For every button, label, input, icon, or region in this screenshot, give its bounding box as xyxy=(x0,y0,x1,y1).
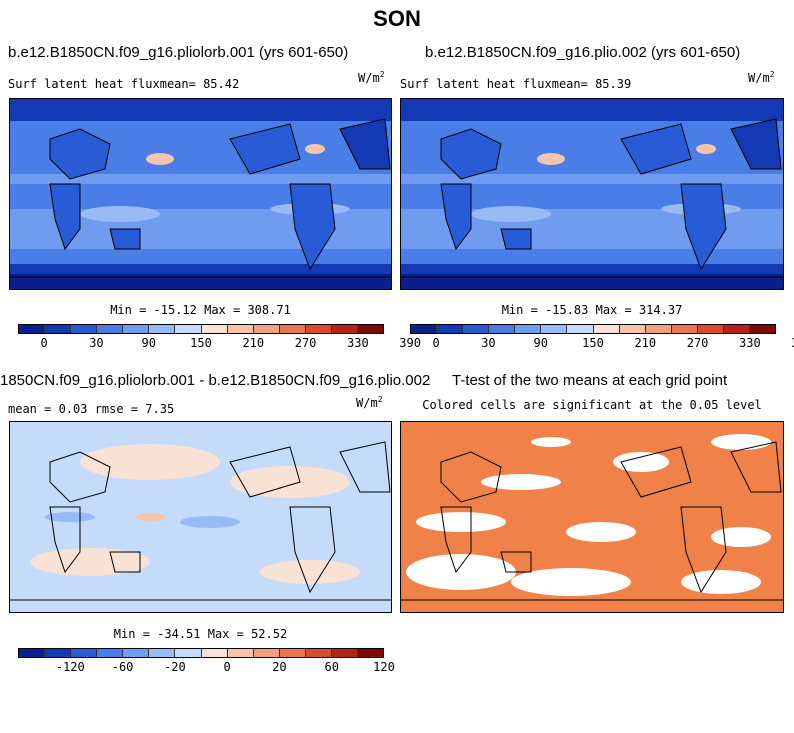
panel1-colorbar-box xyxy=(253,325,280,333)
panel2-colorbar-box xyxy=(489,325,516,333)
panel1-colorbar-box xyxy=(331,325,359,333)
panel2-colorbar-box xyxy=(411,325,438,333)
panel4-map-svg xyxy=(401,422,783,612)
panel3-units: W/m2 xyxy=(356,395,383,410)
panel1-colorbar-label: 330 xyxy=(347,336,369,350)
panel2-colorbar-box xyxy=(723,325,751,333)
panel2-colorbar-label: 150 xyxy=(582,336,604,350)
panel1-colorbar-label: 90 xyxy=(141,336,156,350)
panel3-colorbar-box xyxy=(71,649,98,657)
panel4-subtitle: Colored cells are significant at the 0.0… xyxy=(422,398,762,412)
panel3-colorbar-box xyxy=(123,649,150,657)
panel2-colorbar-label: 90 xyxy=(533,336,548,350)
panel2-colorbar-label: 210 xyxy=(634,336,657,350)
panel2-colorbar-labels: 0 30 90 150 210 270 330 390 xyxy=(410,336,794,350)
panel3-map-svg xyxy=(10,422,391,612)
panel3-colorbar-box xyxy=(358,649,384,657)
panel1-colorbar-label: 390 xyxy=(399,336,421,350)
panel2-colorbar-label: 330 xyxy=(739,336,761,350)
figure-title: SON xyxy=(373,6,421,31)
panel3-colorbar-label: 20 xyxy=(272,660,287,674)
panel2-mean-label: Surf latent heat fluxmean= 85.39 xyxy=(400,77,632,91)
panel3-title: 1850CN.f09_g16.pliolorb.001 - b.e12.B185… xyxy=(0,372,431,389)
panel1-colorbar-label: 210 xyxy=(242,336,265,350)
panel1-colorbar-box xyxy=(227,325,254,333)
panel3-stats-label: mean = 0.03 rmse = 7.35 xyxy=(8,402,175,416)
panel4-map xyxy=(400,421,784,613)
panel2-colorbar-box xyxy=(437,325,464,333)
panel2-colorbar-box xyxy=(567,325,594,333)
panel1-colorbar-box xyxy=(305,325,332,333)
panel1-colorbar-box xyxy=(201,325,228,333)
panel3-colorbar-box xyxy=(227,649,254,657)
panel2-colorbar-label: 30 xyxy=(481,336,496,350)
panel2-colorbar-box xyxy=(593,325,620,333)
panel3-colorbar-label: -60 xyxy=(111,660,134,674)
panel1-map-svg xyxy=(10,99,391,289)
panel2-colorbar-box xyxy=(541,325,568,333)
panel2-colorbar-box xyxy=(645,325,672,333)
panel2-stats: Min = -15.83 Max = 314.37 xyxy=(501,303,683,317)
panel1-colorbar-box xyxy=(19,325,46,333)
panel2-colorbar-box xyxy=(515,325,542,333)
panel1-colorbar-box xyxy=(175,325,202,333)
panel1-colorbar-box xyxy=(71,325,98,333)
panel2-colorbar-box xyxy=(619,325,646,333)
panel2-colorbar xyxy=(410,324,776,334)
panel1-mean-label: Surf latent heat fluxmean= 85.42 xyxy=(8,77,240,91)
panel1-colorbar-box xyxy=(123,325,150,333)
panel1-colorbar-label: 150 xyxy=(190,336,212,350)
panel4-title: T-test of the two means at each grid poi… xyxy=(452,372,728,389)
panel3-colorbar-box xyxy=(331,649,359,657)
panel3-colorbar-box xyxy=(279,649,306,657)
panel3-colorbar-label: -120 xyxy=(55,660,85,674)
panel2-colorbar-label: 390 xyxy=(791,336,794,350)
panel1-colorbar-label: 270 xyxy=(294,336,317,350)
panel1-colorbar-box xyxy=(358,325,384,333)
panel1-colorbar-box xyxy=(45,325,72,333)
panel1-colorbar-box xyxy=(97,325,124,333)
panel3-colorbar-box xyxy=(97,649,124,657)
panel1-units: W/m2 xyxy=(358,70,385,85)
panel3-colorbar-box xyxy=(149,649,176,657)
panel3-colorbar-box xyxy=(201,649,228,657)
panel1-colorbar xyxy=(18,324,384,334)
panel3-colorbar-label: 60 xyxy=(324,660,339,674)
panel3-colorbar-box xyxy=(175,649,202,657)
panel3-map xyxy=(9,421,392,613)
panel1-title: b.e12.B1850CN.f09_g16.pliolorb.001 (yrs … xyxy=(8,44,349,61)
panel3-stats: Min = -34.51 Max = 52.52 xyxy=(113,627,288,641)
panel1-stats: Min = -15.12 Max = 308.71 xyxy=(110,303,291,317)
panel2-colorbar-label: 0 xyxy=(432,336,440,350)
panel2-colorbar-box xyxy=(463,325,490,333)
panel2-colorbar-box xyxy=(671,325,698,333)
panel3-colorbar-box xyxy=(45,649,72,657)
panel2-colorbar-box xyxy=(697,325,724,333)
panel3-title-clip: 1850CN.f09_g16.pliolorb.001 - b.e12.B185… xyxy=(0,372,452,389)
panel3-colorbar-box xyxy=(19,649,46,657)
panel2-units: W/m2 xyxy=(748,70,775,85)
panel1-map xyxy=(9,98,392,290)
panel2-colorbar-box xyxy=(750,325,776,333)
panel1-colorbar-label: 0 xyxy=(40,336,48,350)
panel2-map-svg xyxy=(401,99,783,289)
panel3-colorbar-box xyxy=(253,649,280,657)
panel3-colorbar-label: -20 xyxy=(164,660,186,674)
panel3-colorbar-box xyxy=(305,649,332,657)
panel2-map xyxy=(400,98,784,290)
panel3-colorbar-label: 0 xyxy=(223,660,231,674)
panel2-title: b.e12.B1850CN.f09_g16.plio.002 (yrs 601-… xyxy=(425,44,741,61)
panel1-colorbar-labels: 0 30 90 150 210 270 330 390 xyxy=(18,336,421,350)
panel3-colorbar-labels: -120 -60 -20 0 20 60 120 xyxy=(18,660,395,674)
panel2-colorbar-label: 270 xyxy=(686,336,709,350)
panel1-colorbar-box xyxy=(149,325,176,333)
panel1-colorbar-label: 30 xyxy=(89,336,104,350)
panel3-colorbar xyxy=(18,648,384,658)
panel1-colorbar-box xyxy=(279,325,306,333)
panel3-colorbar-label: 120 xyxy=(373,660,395,674)
